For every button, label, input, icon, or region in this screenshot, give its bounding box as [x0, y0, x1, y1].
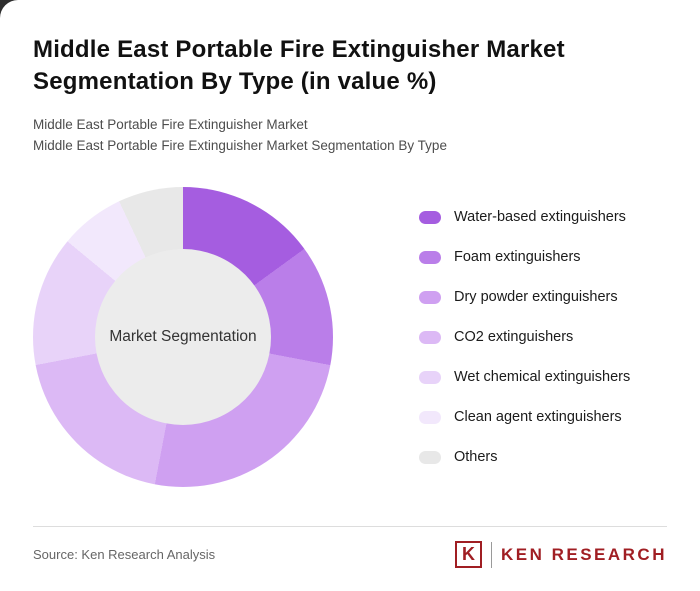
legend-item: Dry powder extinguishers — [419, 289, 630, 305]
logo-separator — [490, 541, 492, 568]
page-title: Middle East Portable Fire Extinguisher M… — [33, 36, 565, 95]
footer-divider — [33, 526, 667, 527]
source-text: Source: Ken Research Analysis — [33, 547, 216, 562]
chart-area: Market Segmentation Water-based extingui… — [33, 187, 667, 489]
legend-item: Water-based extinguishers — [419, 209, 630, 225]
donut-hole: Market Segmentation — [95, 249, 271, 425]
legend-item: Clean agent extinguishers — [419, 409, 630, 425]
legend-label: CO2 extinguishers — [454, 329, 574, 345]
subtitle-line-2: Middle East Portable Fire Extinguisher M… — [33, 138, 447, 154]
legend-swatch — [419, 450, 441, 464]
legend-swatch — [419, 250, 441, 264]
legend-item: CO2 extinguishers — [419, 329, 630, 345]
legend-item: Others — [419, 449, 630, 465]
legend-item: Wet chemical extinguishers — [419, 369, 630, 385]
legend-item: Foam extinguishers — [419, 249, 630, 265]
legend-label: Foam extinguishers — [454, 249, 581, 265]
legend-label: Water-based extinguishers — [454, 209, 626, 225]
subtitle-block: Middle East Portable Fire Extinguisher M… — [33, 114, 667, 157]
logo-k-icon: K — [454, 541, 482, 568]
legend-swatch — [419, 210, 441, 224]
subtitle-line-1: Middle East Portable Fire Extinguisher M… — [33, 116, 308, 132]
legend-swatch — [419, 370, 441, 384]
legend-label: Clean agent extinguishers — [454, 409, 622, 425]
logo-text: KEN RESEARCH — [500, 544, 667, 564]
legend-label: Wet chemical extinguishers — [454, 369, 631, 385]
legend-swatch — [419, 290, 441, 304]
legend-label: Dry powder extinguishers — [454, 289, 618, 305]
ken-research-logo: K KEN RESEARCH — [454, 541, 667, 568]
legend: Water-based extinguishers Foam extinguish… — [419, 187, 630, 489]
legend-swatch — [419, 330, 441, 344]
footer: Source: Ken Research Analysis K KEN RESE… — [33, 541, 667, 568]
legend-swatch — [419, 410, 441, 424]
donut-chart: Market Segmentation — [33, 187, 333, 487]
legend-label: Others — [454, 449, 498, 465]
donut-center-label: Market Segmentation — [109, 328, 257, 345]
